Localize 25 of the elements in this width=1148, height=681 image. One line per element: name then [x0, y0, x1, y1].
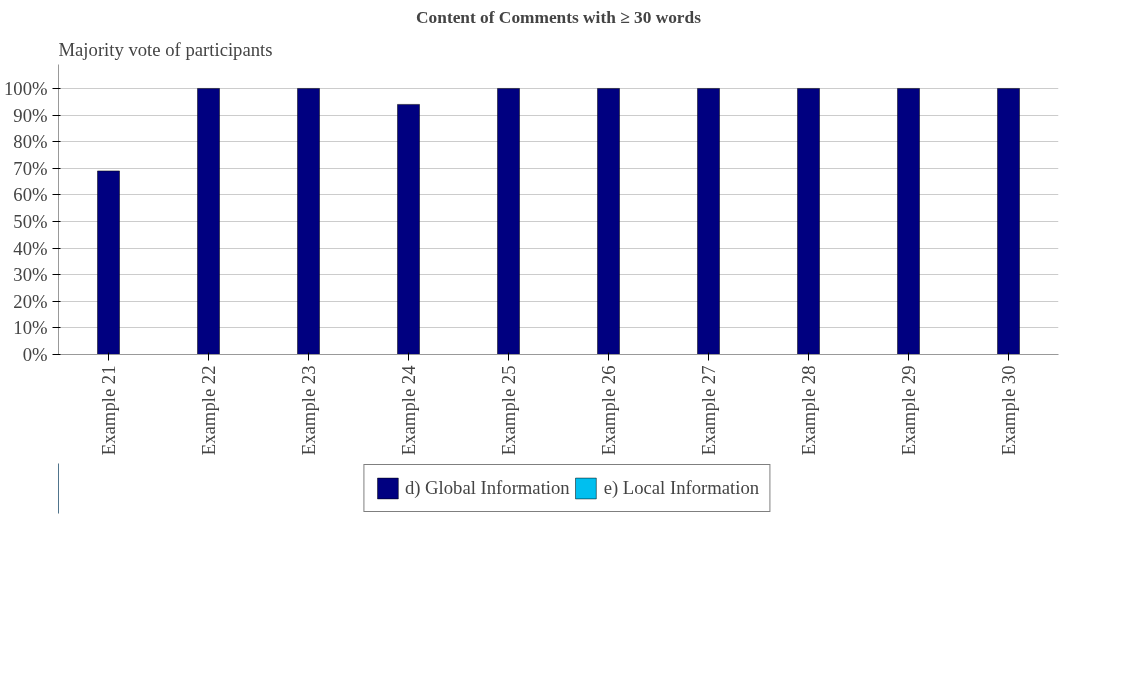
x-tick-label: Example 21: [98, 365, 119, 456]
y-tick-label: 70%: [13, 157, 48, 179]
x-tick-label: Example 26: [598, 365, 619, 456]
y-tick-label: 30%: [13, 264, 48, 286]
y-tick-label: 10%: [13, 317, 48, 339]
x-tick-label: Example 25: [498, 365, 519, 456]
x-tick-label: Example 30: [998, 365, 1019, 456]
y-tick-label: 100%: [3, 77, 48, 99]
legend-label: e) Local Information: [603, 477, 760, 499]
y-tick-label: 90%: [13, 104, 48, 126]
y-axis-title: Majority vote of participants: [58, 38, 273, 60]
legend-label: d) Global Information: [404, 477, 570, 499]
x-tick-label: Example 23: [298, 365, 319, 456]
y-tick-label: 20%: [13, 290, 48, 312]
y-tick-label: 60%: [13, 184, 48, 206]
x-tick-label: Example 29: [898, 365, 919, 456]
x-tick-label: Example 22: [198, 365, 219, 456]
chart-title: Content of Comments with ≥ 30 words: [416, 7, 702, 27]
y-tick-label: 0%: [22, 344, 48, 365]
y-tick-label: 40%: [13, 237, 48, 259]
x-tick-label: Example 28: [798, 365, 819, 456]
y-tick-label: 80%: [13, 131, 48, 153]
x-tick-label: Example 27: [698, 365, 719, 456]
y-tick-label: 50%: [13, 210, 48, 232]
x-tick-label: Example 24: [398, 364, 419, 456]
